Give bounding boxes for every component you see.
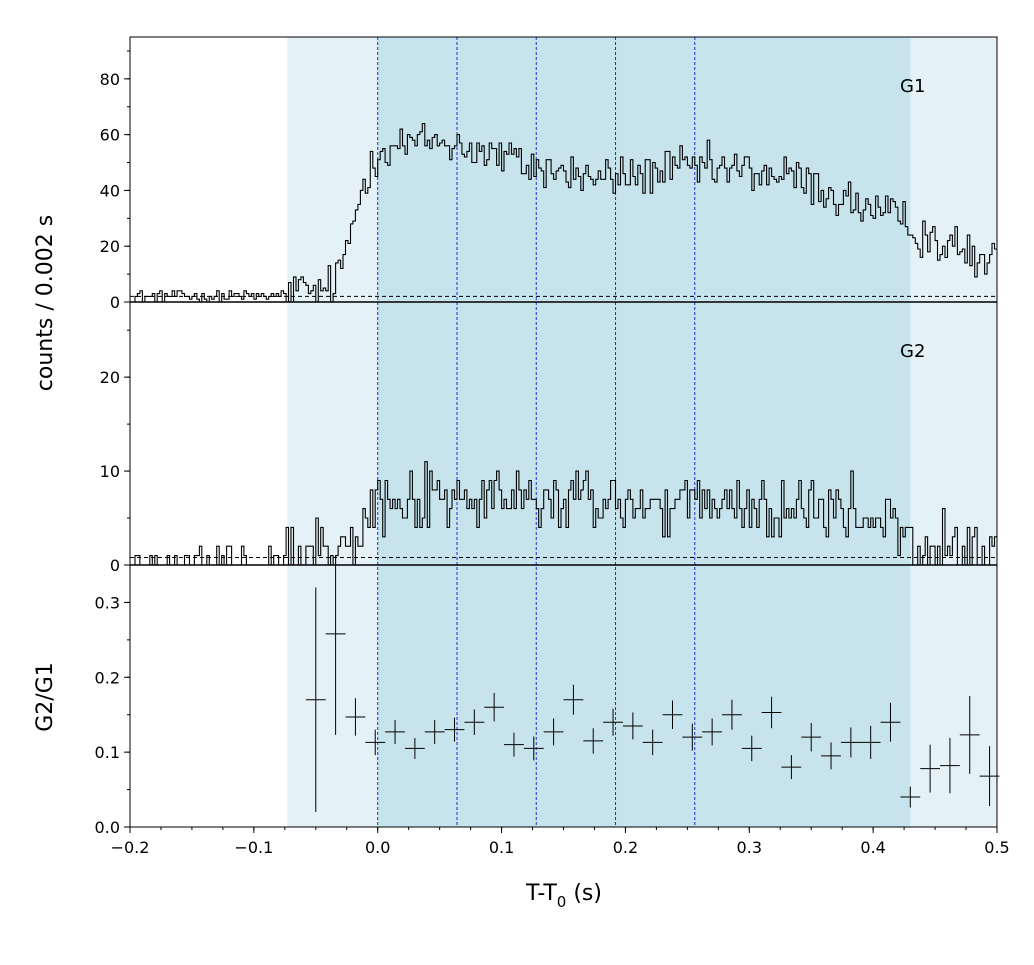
error-point-20 <box>702 718 723 746</box>
x-axis-label-unit: (s) <box>566 881 602 906</box>
x-axis-label: T-T0 (s) <box>525 881 602 911</box>
error-point-32 <box>940 737 960 794</box>
xtick-label-0: −0.2 <box>111 838 150 857</box>
error-point-23 <box>761 696 782 729</box>
y-axis-label-ratio: G2/G1 <box>33 662 58 732</box>
xtick-label-4: 0.2 <box>613 838 638 857</box>
xtick-label-2: 0.0 <box>365 838 390 857</box>
error-point-31 <box>920 744 941 793</box>
y-axis-label-counts: counts / 0.002 s <box>33 215 58 391</box>
ytick-label-ratio-3: 0.3 <box>95 593 120 612</box>
panel-label-g2: G2 <box>900 341 925 362</box>
ytick-label-g2-2: 20 <box>100 368 120 387</box>
error-point-5 <box>404 737 425 759</box>
xtick-label-6: 0.4 <box>860 838 885 857</box>
error-point-16 <box>622 712 643 740</box>
ytick-label-ratio-0: 0.0 <box>95 818 120 837</box>
error-point-13 <box>563 684 584 715</box>
error-point-1 <box>325 565 346 735</box>
step-series-g2 <box>130 461 997 566</box>
error-point-0 <box>305 587 326 813</box>
error-point-3 <box>365 729 386 756</box>
error-point-4 <box>385 719 405 744</box>
ytick-label-ratio-1: 0.1 <box>95 743 120 762</box>
ytick-label-g2-1: 10 <box>100 462 120 481</box>
error-point-27 <box>840 727 861 758</box>
ytick-label-g1-4: 80 <box>100 70 120 89</box>
xtick-label-3: 0.1 <box>489 838 514 857</box>
error-point-2 <box>345 698 366 736</box>
panel-label-g1: G1 <box>900 76 925 97</box>
x-axis-label-subscript: 0 <box>557 893 567 911</box>
error-point-8 <box>464 709 485 735</box>
error-point-34 <box>979 746 1000 807</box>
error-point-9 <box>484 693 505 722</box>
error-point-12 <box>543 718 564 746</box>
error-point-33 <box>959 696 980 774</box>
error-point-17 <box>642 729 663 756</box>
error-point-29 <box>880 702 901 742</box>
error-point-19 <box>682 723 703 751</box>
shaded-regions <box>287 37 997 827</box>
axes-layer: 0 20 40 60 80 0 10 20 0.0 0.1 0.2 0.3 −0.2 −0.1 0.0 0.1… <box>95 36 1010 857</box>
ytick-label-g1-3: 60 <box>100 126 120 145</box>
error-point-14 <box>583 728 604 754</box>
ytick-label-ratio-2: 0.2 <box>95 668 120 687</box>
error-point-30 <box>900 786 921 808</box>
data-layer <box>130 122 1000 813</box>
error-point-28 <box>860 725 881 759</box>
ytick-label-g1-1: 20 <box>100 237 120 256</box>
error-point-18 <box>662 700 683 729</box>
ytick-label-g2-0: 0 <box>110 556 120 575</box>
ytick-label-g1-2: 40 <box>100 181 120 200</box>
error-point-22 <box>741 735 762 762</box>
xtick-label-7: 0.5 <box>984 838 1009 857</box>
x-axis-label-main: T-T <box>525 881 557 906</box>
xtick-label-1: −0.1 <box>234 838 273 857</box>
error-point-26 <box>821 742 841 770</box>
error-point-7 <box>444 717 465 742</box>
shaded-region-1 <box>377 37 911 827</box>
error-point-10 <box>504 732 524 757</box>
error-point-15 <box>603 708 623 736</box>
error-point-24 <box>781 755 802 780</box>
xtick-label-5: 0.3 <box>737 838 762 857</box>
error-point-6 <box>424 719 445 744</box>
error-point-11 <box>523 736 544 761</box>
error-point-21 <box>722 699 742 730</box>
error-point-25 <box>801 722 822 752</box>
ytick-label-g1-0: 0 <box>110 293 120 312</box>
